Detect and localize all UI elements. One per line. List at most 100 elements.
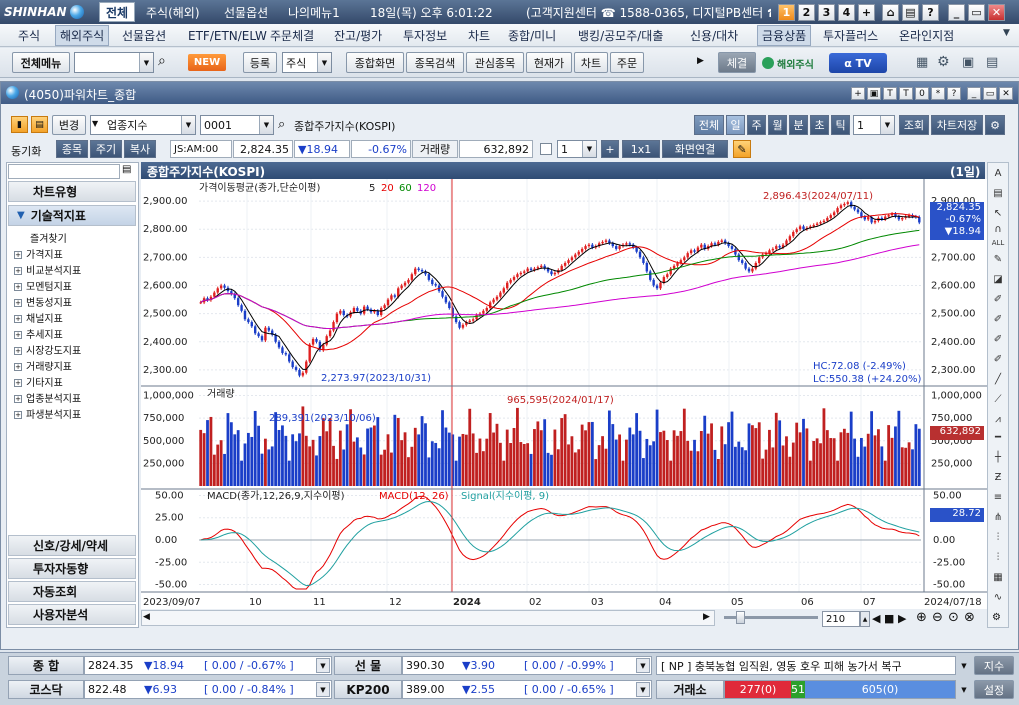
chevron-down-icon[interactable]: ▼ bbox=[880, 116, 894, 134]
conclusion-button[interactable]: 체결 bbox=[718, 52, 756, 73]
tree-item-9[interactable]: + 기타지표 bbox=[14, 374, 63, 389]
chevron-down-icon[interactable]: ▼ bbox=[259, 116, 273, 134]
screen-num-1[interactable]: 1 bbox=[778, 4, 795, 21]
stock-select[interactable]: 주식 ▼ bbox=[282, 52, 332, 73]
tool-pen2-icon[interactable]: ✐ bbox=[993, 313, 1003, 325]
help-icon[interactable]: ? bbox=[922, 4, 939, 21]
index-button[interactable]: 지수 bbox=[974, 656, 1014, 675]
all-menu-button[interactable]: 전체메뉴 bbox=[12, 52, 70, 73]
win-t-icon[interactable]: T bbox=[899, 87, 913, 100]
win-zero-icon[interactable]: 0 bbox=[915, 87, 929, 100]
win-minimize-icon[interactable]: _ bbox=[967, 87, 981, 100]
win-sync-icon[interactable]: ▣ bbox=[867, 87, 881, 100]
tree-item-7[interactable]: + 시장강도지표 bbox=[14, 342, 81, 357]
search-icon[interactable]: ⌕ bbox=[158, 53, 166, 69]
toolbar-button-3[interactable]: 현재가 bbox=[526, 52, 572, 73]
period-tab-1[interactable]: 일 bbox=[726, 115, 745, 135]
tool-grid-icon[interactable]: ▦ bbox=[993, 571, 1003, 583]
tree-item-1[interactable]: + 가격지표 bbox=[14, 246, 63, 261]
tool-pen3-icon[interactable]: ✐ bbox=[993, 333, 1003, 345]
layout-button[interactable]: 1x1 bbox=[622, 140, 660, 158]
win-star-icon[interactable]: * bbox=[931, 87, 945, 100]
tool-curve-icon[interactable]: ∿ bbox=[993, 591, 1003, 603]
tool-fan-icon[interactable]: ⋔ bbox=[993, 511, 1003, 523]
menu-item-4[interactable]: 주문체결 bbox=[270, 25, 314, 46]
calculator-icon[interactable]: ▦ bbox=[916, 55, 929, 70]
menu-search-input[interactable]: ▼ bbox=[74, 52, 154, 73]
toolbar-button-2[interactable]: 관심종목 bbox=[466, 52, 524, 73]
sidebar-bottom-1[interactable]: 투자자동향 bbox=[8, 558, 136, 579]
change-button[interactable]: 변경 bbox=[52, 115, 86, 135]
tree-item-10[interactable]: + 업종분석지표 bbox=[14, 390, 81, 405]
layout-checkbox[interactable] bbox=[540, 143, 552, 155]
home-icon[interactable]: ⌂ bbox=[882, 4, 899, 21]
toolbar-button-1[interactable]: 종목검색 bbox=[406, 52, 464, 73]
tool-fib3-icon[interactable]: ⫶ bbox=[996, 551, 1000, 563]
news-ticker[interactable]: [ NP ] 충북농협 임직원, 영동 호우 피해 농가서 복구 bbox=[656, 656, 956, 675]
menu-item-8[interactable]: 종합/미니 bbox=[508, 25, 556, 46]
add-chart-button[interactable]: + bbox=[601, 140, 619, 158]
code-input[interactable]: 0001 ▼ bbox=[200, 115, 274, 135]
register-button[interactable]: 등록 bbox=[243, 52, 277, 73]
stop-icon[interactable]: ■ bbox=[884, 612, 895, 625]
stock-tab[interactable]: 종목 bbox=[56, 140, 88, 158]
tool-pen4-icon[interactable]: ✐ bbox=[993, 353, 1003, 365]
screen-num-4[interactable]: 4 bbox=[838, 4, 855, 21]
screen-num-2[interactable]: 2 bbox=[798, 4, 815, 21]
menu-item-3[interactable]: ETF/ETN/ELW bbox=[188, 25, 267, 46]
sidebar-chart-type[interactable]: 차트유형 bbox=[8, 181, 136, 202]
breadth-dd-icon[interactable]: ▼ bbox=[961, 685, 967, 694]
tree-item-3[interactable]: + 모멘텀지표 bbox=[14, 278, 72, 293]
code-search-icon[interactable]: ⌕ bbox=[278, 117, 286, 132]
gear-icon[interactable]: ⚙ bbox=[937, 54, 950, 70]
settings-button[interactable]: 설정 bbox=[974, 680, 1014, 699]
price-chart[interactable]: 2,900.002,900.002,800.002,800.002,700.00… bbox=[141, 179, 987, 609]
toolbar-button-0[interactable]: 종합화면 bbox=[346, 52, 404, 73]
menu-expand-icon[interactable]: ▼ bbox=[1003, 28, 1010, 38]
titlebar-tab-1[interactable]: 주식(해외) bbox=[146, 4, 200, 21]
tool-trend-icon[interactable]: ⟋ bbox=[994, 393, 1002, 405]
zoom-out-icon[interactable]: ⊖ bbox=[932, 610, 943, 625]
menu-item-11[interactable]: 금융상품 bbox=[757, 25, 812, 46]
screen-link-button[interactable]: 화면연결 bbox=[662, 140, 728, 158]
zoom-reset-icon[interactable]: ⊙ bbox=[948, 610, 959, 625]
chart-mode-icon[interactable]: ▮ bbox=[11, 116, 28, 133]
sidebar-search-input[interactable] bbox=[8, 164, 120, 179]
lookup-button[interactable]: 조회 bbox=[899, 115, 929, 135]
copy-tab[interactable]: 복사 bbox=[124, 140, 156, 158]
scroll-count-up-icon[interactable]: ▲ bbox=[860, 611, 870, 627]
sidebar-list-icon[interactable]: ▤ bbox=[122, 164, 132, 175]
period-tab-5[interactable]: 초 bbox=[810, 115, 829, 135]
cycle-tab[interactable]: 주기 bbox=[90, 140, 122, 158]
menu-item-9[interactable]: 뱅킹/공모주/대출 bbox=[578, 25, 663, 46]
chart-layout-icon[interactable]: ▤ bbox=[31, 116, 48, 133]
scroll-settings-icon[interactable]: ⚙ bbox=[992, 612, 1001, 623]
win-restore-icon[interactable]: ▭ bbox=[983, 87, 997, 100]
close-icon[interactable]: ✕ bbox=[988, 4, 1005, 21]
minimize-icon[interactable]: _ bbox=[948, 4, 965, 21]
layout-icon[interactable]: ▣ bbox=[962, 55, 975, 70]
layout-count-select[interactable]: 1 ▼ bbox=[557, 140, 597, 158]
menu-item-13[interactable]: 온라인지점 bbox=[899, 25, 954, 46]
menu-item-5[interactable]: 잔고/평가 bbox=[334, 25, 382, 46]
win-help-icon[interactable]: ? bbox=[947, 87, 961, 100]
toolbar-more-icon[interactable]: ▶ bbox=[697, 56, 704, 66]
tool-eraser-icon[interactable]: ◪ bbox=[993, 273, 1003, 285]
add-screen-icon[interactable]: + bbox=[858, 4, 875, 21]
scroll-right-icon[interactable]: ▶ bbox=[703, 612, 710, 622]
scroll-count[interactable]: 210 bbox=[822, 611, 860, 627]
sidebar-bottom-2[interactable]: 자동조회 bbox=[8, 581, 136, 602]
win-plus-icon[interactable]: + bbox=[851, 87, 865, 100]
status-row2-dd-icon[interactable]: ▼ bbox=[316, 682, 330, 697]
period-tab-4[interactable]: 분 bbox=[789, 115, 808, 135]
tool-brush-icon[interactable]: ✎ bbox=[993, 253, 1003, 265]
tool-fib2-icon[interactable]: ⫶ bbox=[996, 531, 1000, 543]
tree-item-2[interactable]: + 비교분석지표 bbox=[14, 262, 81, 277]
tool-cross-icon[interactable]: ┼ bbox=[994, 451, 1002, 463]
tool-zigzag-icon[interactable]: ⩘ bbox=[995, 413, 1001, 425]
tree-item-5[interactable]: + 채널지표 bbox=[14, 310, 63, 325]
chevron-down-icon[interactable]: ▼ bbox=[317, 53, 331, 72]
titlebar-tab-0[interactable]: 전체 bbox=[99, 2, 135, 22]
tree-item-8[interactable]: + 거래량지표 bbox=[14, 358, 72, 373]
tool-line-icon[interactable]: ╱ bbox=[994, 373, 1002, 385]
